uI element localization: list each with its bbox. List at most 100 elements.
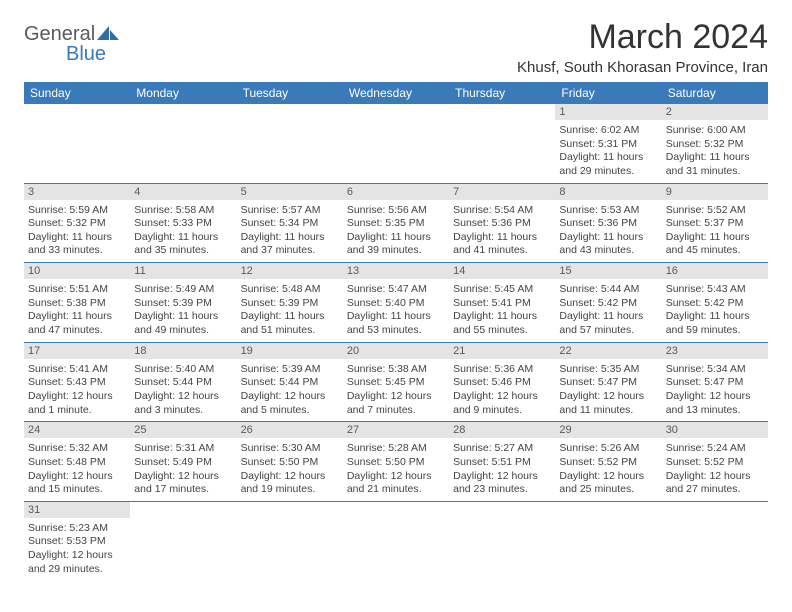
- day-details: Sunrise: 5:38 AMSunset: 5:45 PMDaylight:…: [343, 361, 449, 422]
- day-details: Sunrise: 5:39 AMSunset: 5:44 PMDaylight:…: [237, 361, 343, 422]
- day-line-s: Sunset: 5:49 PM: [134, 456, 232, 470]
- day-line-r: Sunrise: 5:34 AM: [666, 363, 764, 377]
- day-line-r: Sunrise: 5:51 AM: [28, 283, 126, 297]
- day-line-l1: Daylight: 11 hours: [559, 231, 657, 245]
- day-line-s: Sunset: 5:31 PM: [559, 138, 657, 152]
- day-line-l2: and 1 minute.: [28, 404, 126, 418]
- day-line-r: Sunrise: 5:26 AM: [559, 442, 657, 456]
- calendar-cell: [343, 104, 449, 183]
- day-line-s: Sunset: 5:42 PM: [559, 297, 657, 311]
- day-line-l1: Daylight: 11 hours: [666, 310, 764, 324]
- day-line-s: Sunset: 5:52 PM: [559, 456, 657, 470]
- day-details: Sunrise: 5:31 AMSunset: 5:49 PMDaylight:…: [130, 440, 236, 501]
- calendar-cell: 4Sunrise: 5:58 AMSunset: 5:33 PMDaylight…: [130, 183, 236, 263]
- day-line-l2: and 31 minutes.: [666, 165, 764, 179]
- day-line-l2: and 29 minutes.: [28, 563, 126, 577]
- day-line-l1: Daylight: 11 hours: [241, 310, 339, 324]
- day-line-l2: and 47 minutes.: [28, 324, 126, 338]
- calendar-cell: 27Sunrise: 5:28 AMSunset: 5:50 PMDayligh…: [343, 422, 449, 502]
- weekday-header: Monday: [130, 82, 236, 104]
- day-line-r: Sunrise: 5:38 AM: [347, 363, 445, 377]
- day-line-r: Sunrise: 5:39 AM: [241, 363, 339, 377]
- day-line-r: Sunrise: 5:52 AM: [666, 204, 764, 218]
- calendar-cell: 1Sunrise: 6:02 AMSunset: 5:31 PMDaylight…: [555, 104, 661, 183]
- day-line-l2: and 21 minutes.: [347, 483, 445, 497]
- weekday-header: Friday: [555, 82, 661, 104]
- day-line-l2: and 11 minutes.: [559, 404, 657, 418]
- day-line-r: Sunrise: 5:59 AM: [28, 204, 126, 218]
- day-details: Sunrise: 5:58 AMSunset: 5:33 PMDaylight:…: [130, 202, 236, 263]
- day-line-l2: and 19 minutes.: [241, 483, 339, 497]
- day-line-s: Sunset: 5:40 PM: [347, 297, 445, 311]
- calendar-row: 24Sunrise: 5:32 AMSunset: 5:48 PMDayligh…: [24, 422, 768, 502]
- day-line-l2: and 55 minutes.: [453, 324, 551, 338]
- day-line-l2: and 3 minutes.: [134, 404, 232, 418]
- day-line-l1: Daylight: 12 hours: [559, 390, 657, 404]
- calendar-cell: 28Sunrise: 5:27 AMSunset: 5:51 PMDayligh…: [449, 422, 555, 502]
- day-line-l1: Daylight: 12 hours: [28, 470, 126, 484]
- day-details: Sunrise: 5:40 AMSunset: 5:44 PMDaylight:…: [130, 361, 236, 422]
- day-number: 12: [237, 263, 343, 279]
- day-details: Sunrise: 5:23 AMSunset: 5:53 PMDaylight:…: [24, 520, 130, 581]
- day-number: 22: [555, 343, 661, 359]
- day-line-s: Sunset: 5:42 PM: [666, 297, 764, 311]
- day-number: 13: [343, 263, 449, 279]
- day-details: Sunrise: 5:59 AMSunset: 5:32 PMDaylight:…: [24, 202, 130, 263]
- day-number: 10: [24, 263, 130, 279]
- day-number: 7: [449, 184, 555, 200]
- day-line-s: Sunset: 5:33 PM: [134, 217, 232, 231]
- calendar-row: 1Sunrise: 6:02 AMSunset: 5:31 PMDaylight…: [24, 104, 768, 183]
- day-line-s: Sunset: 5:32 PM: [666, 138, 764, 152]
- day-line-l1: Daylight: 11 hours: [453, 231, 551, 245]
- calendar-cell: 26Sunrise: 5:30 AMSunset: 5:50 PMDayligh…: [237, 422, 343, 502]
- calendar-cell: [662, 501, 768, 580]
- day-line-l2: and 25 minutes.: [559, 483, 657, 497]
- day-details: Sunrise: 5:24 AMSunset: 5:52 PMDaylight:…: [662, 440, 768, 501]
- day-number: 11: [130, 263, 236, 279]
- calendar-row: 10Sunrise: 5:51 AMSunset: 5:38 PMDayligh…: [24, 263, 768, 343]
- calendar-cell: [130, 501, 236, 580]
- calendar-cell: 7Sunrise: 5:54 AMSunset: 5:36 PMDaylight…: [449, 183, 555, 263]
- calendar-row: 31Sunrise: 5:23 AMSunset: 5:53 PMDayligh…: [24, 501, 768, 580]
- weekday-header: Thursday: [449, 82, 555, 104]
- day-line-s: Sunset: 5:41 PM: [453, 297, 551, 311]
- day-line-s: Sunset: 5:44 PM: [241, 376, 339, 390]
- calendar-cell: 25Sunrise: 5:31 AMSunset: 5:49 PMDayligh…: [130, 422, 236, 502]
- calendar-row: 17Sunrise: 5:41 AMSunset: 5:43 PMDayligh…: [24, 342, 768, 422]
- day-details: Sunrise: 5:47 AMSunset: 5:40 PMDaylight:…: [343, 281, 449, 342]
- calendar-row: 3 Sunrise: 5:59 AMSunset: 5:32 PMDaylight…: [24, 183, 768, 263]
- day-line-l2: and 29 minutes.: [559, 165, 657, 179]
- calendar-cell: 22 Sunrise: 5:35 AMSunset: 5:47 PMDayligh…: [555, 342, 661, 422]
- day-line-l2: and 17 minutes.: [134, 483, 232, 497]
- day-line-s: Sunset: 5:36 PM: [453, 217, 551, 231]
- day-number: 6: [343, 184, 449, 200]
- day-line-l1: Daylight: 11 hours: [666, 231, 764, 245]
- day-line-s: Sunset: 5:38 PM: [28, 297, 126, 311]
- header: General Blue March 2024 Khusf, South Kho…: [24, 18, 768, 76]
- day-line-r: Sunrise: 5:44 AM: [559, 283, 657, 297]
- day-details: Sunrise: 5:51 AMSunset: 5:38 PMDaylight:…: [24, 281, 130, 342]
- calendar-cell: 8Sunrise: 5:53 AMSunset: 5:36 PMDaylight…: [555, 183, 661, 263]
- weekday-header-row: SundayMondayTuesdayWednesdayThursdayFrid…: [24, 82, 768, 104]
- day-line-r: Sunrise: 5:40 AM: [134, 363, 232, 377]
- day-line-r: Sunrise: 5:32 AM: [28, 442, 126, 456]
- day-number: 3: [24, 184, 130, 200]
- day-details: Sunrise: 5:35 AMSunset: 5:47 PMDaylight:…: [555, 361, 661, 422]
- calendar-cell: 23Sunrise: 5:34 AMSunset: 5:47 PMDayligh…: [662, 342, 768, 422]
- calendar-cell: 15Sunrise: 5:44 AMSunset: 5:42 PMDayligh…: [555, 263, 661, 343]
- day-line-s: Sunset: 5:35 PM: [347, 217, 445, 231]
- day-line-l1: Daylight: 12 hours: [241, 390, 339, 404]
- day-line-l1: Daylight: 11 hours: [453, 310, 551, 324]
- calendar-cell: 31Sunrise: 5:23 AMSunset: 5:53 PMDayligh…: [24, 501, 130, 580]
- calendar-cell: 20Sunrise: 5:38 AMSunset: 5:45 PMDayligh…: [343, 342, 449, 422]
- day-line-s: Sunset: 5:48 PM: [28, 456, 126, 470]
- day-number: 28: [449, 422, 555, 438]
- day-line-l2: and 23 minutes.: [453, 483, 551, 497]
- day-line-s: Sunset: 5:50 PM: [241, 456, 339, 470]
- day-line-s: Sunset: 5:39 PM: [241, 297, 339, 311]
- day-line-s: Sunset: 5:51 PM: [453, 456, 551, 470]
- day-details: Sunrise: 5:28 AMSunset: 5:50 PMDaylight:…: [343, 440, 449, 501]
- day-details: Sunrise: 5:53 AMSunset: 5:36 PMDaylight:…: [555, 202, 661, 263]
- calendar-cell: 2Sunrise: 6:00 AMSunset: 5:32 PMDaylight…: [662, 104, 768, 183]
- day-line-s: Sunset: 5:50 PM: [347, 456, 445, 470]
